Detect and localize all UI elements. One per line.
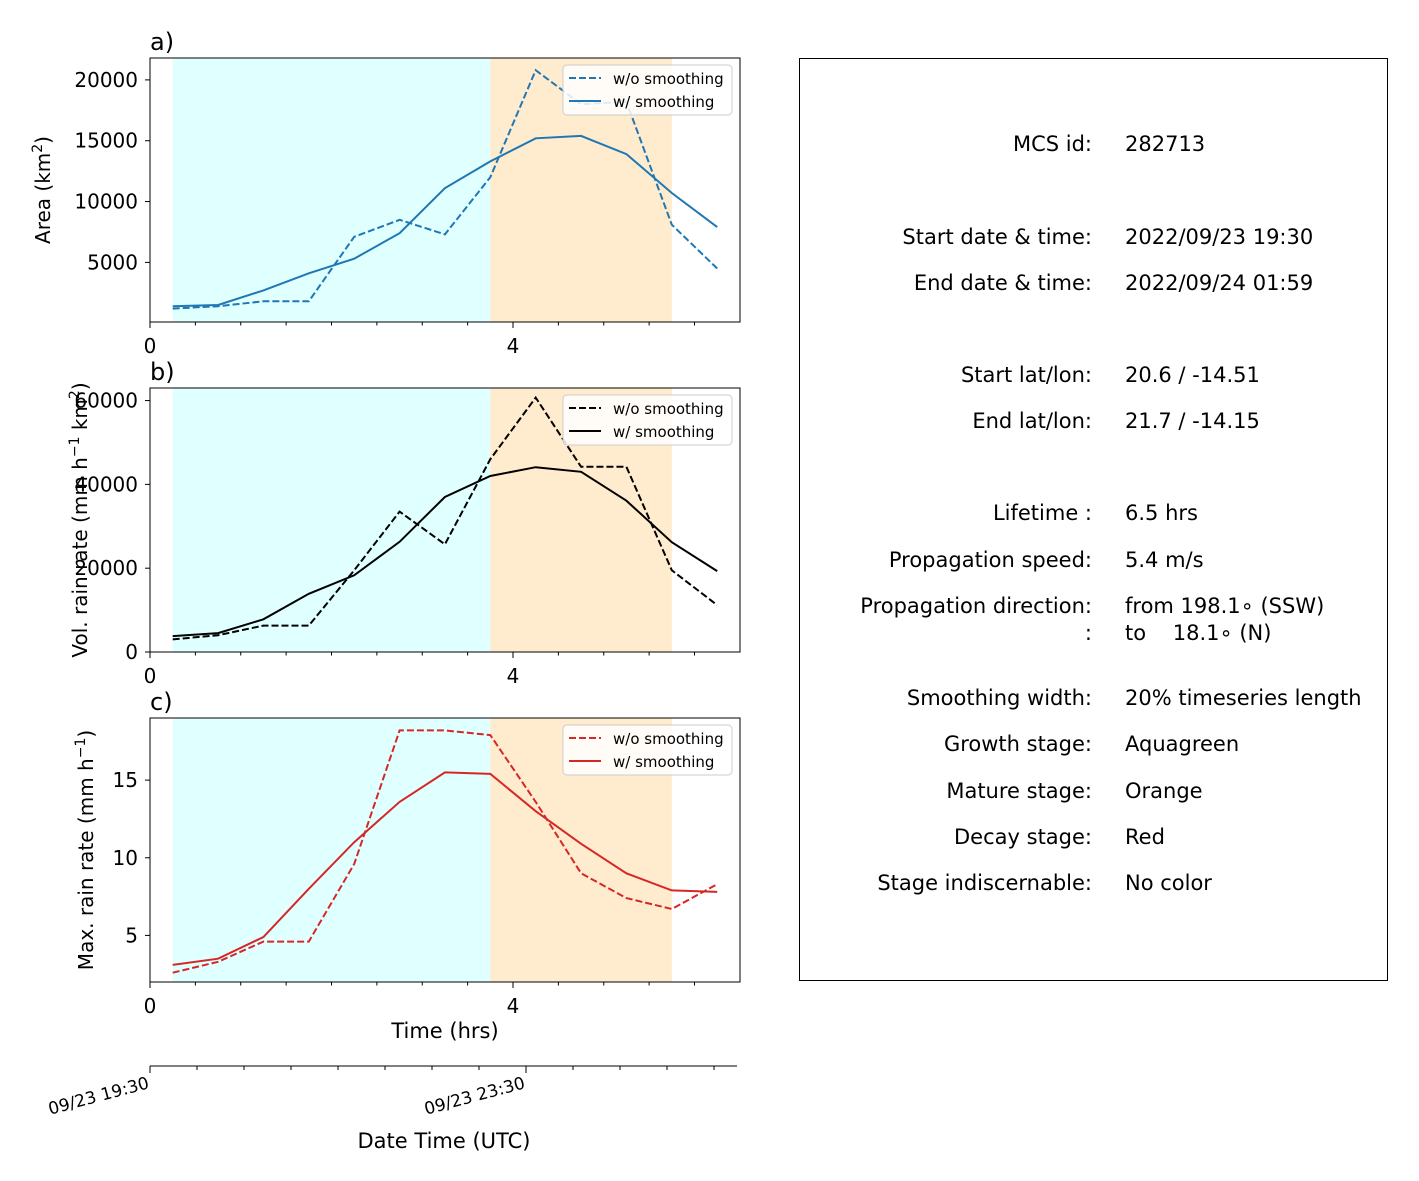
growth-stage-shading [172, 388, 491, 652]
info-key: Lifetime : [992, 501, 1092, 525]
info-value: 20% timeseries length [1125, 686, 1362, 710]
y-tick-label: 15 [113, 768, 138, 792]
info-key: MCS id: [1012, 132, 1092, 156]
info-value: 21.7 / -14.15 [1125, 409, 1260, 433]
info-key: : [1084, 621, 1092, 645]
y-tick-label: 40000 [74, 472, 138, 496]
info-key: Start lat/lon: [960, 363, 1092, 387]
y-tick-label: 15000 [74, 129, 138, 153]
y-axis-label: Vol. rain rate (mm h−1 km2) [67, 382, 92, 657]
plot-frame [149, 57, 741, 323]
y-tick-label: 0 [125, 640, 138, 664]
panel-label: c) [150, 688, 173, 716]
panel-label: a) [150, 28, 174, 56]
x-tick-label: 0 [144, 664, 157, 688]
legend-label-smoothed: w/ smoothing [613, 93, 714, 111]
panel-b: 0 20000 40000 60000 0 4 b) Vol. rain rate (mm h… [67, 358, 741, 688]
info-key: Propagation direction: [860, 594, 1092, 618]
smoothed-series-line [172, 771, 718, 966]
info-key: Mature stage: [946, 779, 1092, 803]
y-axis-label-text: ) [74, 730, 98, 738]
mcs-info-box: MCS id: 282713 Start date & time: 2022/0… [799, 58, 1388, 981]
y-axis-label-text: ) [68, 382, 92, 390]
x-tick-label: 0 [144, 994, 157, 1018]
y-axis-label-text: Area (km [31, 153, 55, 244]
y-axis-label-text: Max. rain rate (mm h [74, 758, 98, 970]
x-tick-label: 4 [507, 994, 520, 1018]
panel-a: 5000 10000 15000 20000 0 4 a) Area (km2) w/o smo… [30, 28, 741, 358]
y-tick-label: 20000 [74, 556, 138, 580]
date-tick-label: 09/23 23:30 [422, 1074, 527, 1120]
info-value: 282713 [1125, 132, 1206, 156]
y-axis-label-superscript: 2 [30, 144, 46, 153]
y-axis-label-text: ) [31, 136, 55, 144]
legend-label-unsmoothed: w/o smoothing [613, 70, 724, 88]
y-axis-label: Area (km2) [30, 136, 55, 244]
info-key: Stage indiscernable: [877, 871, 1092, 895]
info-value: to 18.1∘ (N) [1125, 621, 1272, 645]
legend: w/o smoothing w/ smoothing [562, 64, 733, 116]
y-axis-label-superscript: −1 [67, 437, 83, 458]
plot-frame [149, 387, 741, 653]
y-axis-label-superscript: −1 [73, 738, 89, 759]
plot-frame [149, 717, 741, 983]
info-key: Propagation speed: [888, 548, 1092, 572]
x-axis-label: Time (hrs) [390, 1019, 498, 1043]
x-tick-label: 0 [144, 334, 157, 358]
info-value: 5.4 m/s [1125, 548, 1204, 572]
info-value: 2022/09/23 19:30 [1125, 225, 1314, 249]
info-key: Growth stage: [943, 732, 1092, 756]
info-value: 2022/09/24 01:59 [1125, 271, 1314, 295]
legend-label-smoothed: w/ smoothing [613, 753, 714, 771]
y-tick-label: 5 [125, 923, 138, 947]
info-key: Decay stage: [954, 825, 1092, 849]
x-tick-label: 4 [507, 334, 520, 358]
unsmoothed-series-line [172, 395, 718, 641]
legend-label-unsmoothed: w/o smoothing [613, 400, 724, 418]
info-value: from 198.1∘ (SSW) [1125, 594, 1325, 618]
unsmoothed-series-line [172, 729, 718, 974]
x-tick-label: 4 [507, 664, 520, 688]
date-tick-label: 09/23 19:30 [46, 1074, 151, 1120]
panel-label: b) [150, 358, 175, 386]
info-value: 6.5 hrs [1125, 501, 1198, 525]
y-axis-label-text: km [68, 399, 92, 436]
legend-box [562, 64, 733, 116]
legend-box [562, 394, 733, 446]
info-value: 20.6 / -14.51 [1125, 363, 1260, 387]
info-value: Orange [1125, 779, 1203, 803]
info-key: End date & time: [913, 271, 1092, 295]
y-axis-label: Max. rain rate (mm h−1) [73, 730, 98, 970]
y-tick-label: 10000 [74, 190, 138, 214]
y-axis-label-text: Vol. rain rate (mm h [68, 457, 92, 658]
date-axis: 09/23 19:30 09/23 23:30 Date Time (UTC) [46, 1065, 737, 1153]
legend: w/o smoothing w/ smoothing [562, 724, 733, 776]
info-value: No color [1125, 871, 1212, 895]
legend-label-smoothed: w/ smoothing [613, 423, 714, 441]
y-tick-label: 20000 [74, 68, 138, 92]
info-value: Aquagreen [1125, 732, 1240, 756]
y-axis-label-superscript: 2 [67, 390, 83, 399]
legend: w/o smoothing w/ smoothing [562, 394, 733, 446]
info-key: End lat/lon: [972, 409, 1092, 433]
smoothed-series-line [172, 134, 718, 308]
y-tick-label: 5000 [87, 250, 138, 274]
info-value: Red [1125, 825, 1165, 849]
smoothed-series-line [172, 466, 718, 638]
info-key: Smoothing width: [906, 686, 1092, 710]
y-tick-label: 60000 [74, 389, 138, 413]
legend-box [562, 724, 733, 776]
info-key: Start date & time: [902, 225, 1092, 249]
growth-stage-shading [172, 58, 491, 322]
y-tick-label: 10 [113, 846, 138, 870]
growth-stage-shading [172, 718, 491, 982]
legend-label-unsmoothed: w/o smoothing [613, 730, 724, 748]
date-axis-label: Date Time (UTC) [358, 1129, 531, 1153]
panel-c: 5 10 15 0 4 c) Max. rain rate (mm h−1) w/o smoo… [73, 688, 741, 1018]
